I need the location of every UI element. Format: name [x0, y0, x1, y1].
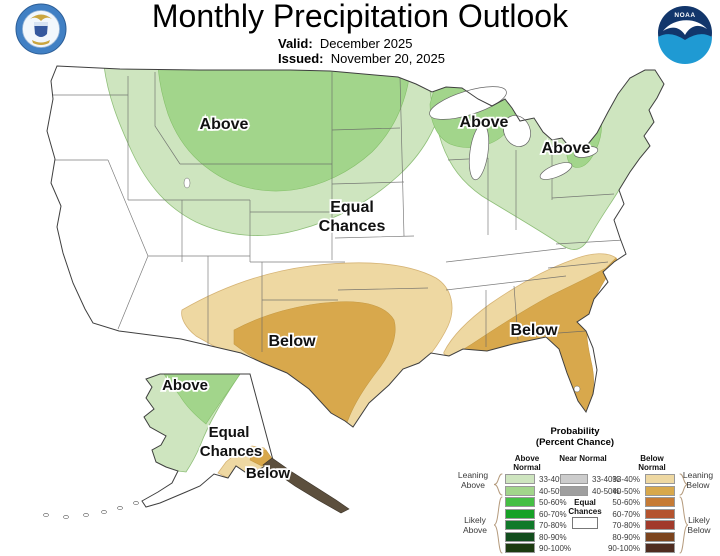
lake-huron [503, 115, 531, 147]
legend-label-above-50-60: 50-60% [539, 498, 567, 507]
legend-swatch-below-50-60 [645, 497, 675, 507]
brace-likely-below [679, 496, 689, 554]
legend-label-below-60-70: 60-70% [612, 509, 640, 519]
alaska-outline [141, 373, 274, 508]
legend-header-near: Near Normal [559, 454, 607, 463]
legend-swatch-below-60-70 [645, 508, 675, 519]
map-region-above-northwest-core [157, 66, 411, 192]
label-equal-chances-line1: Equal [330, 199, 374, 216]
label-above-northwest: Above [200, 116, 249, 133]
legend-label-below-70-80: 70-80% [612, 521, 640, 530]
map-region-alaska-above-core [160, 374, 241, 425]
issued-value: November 20, 2025 [330, 51, 445, 66]
label-below-southeast: Below [510, 322, 558, 339]
valid-line: Valid: December 2025 [278, 36, 445, 51]
legend-label-above-60-70: 60-70% [539, 509, 567, 519]
lake-erie [539, 162, 573, 180]
legend-equal-chances-line2: Chances [568, 507, 602, 516]
legend-label-below-33-40: 33-40% [612, 475, 640, 484]
label-alaska-below: Below [246, 465, 291, 482]
brace-leaning-below [679, 473, 689, 496]
legend-header-above: Above Normal [513, 454, 541, 472]
legend-label-near-40-50: 40-50% [592, 486, 620, 496]
legend-label-above-33-40: 33-40% [539, 475, 567, 484]
brace-likely-above [493, 496, 503, 554]
legend-label-below-50-60: 50-60% [612, 498, 640, 507]
label-above-lakes: Above [460, 114, 509, 131]
legend-header-below: Below Normal [638, 454, 666, 472]
legend-swatch-below-70-80 [645, 520, 675, 530]
legend-group-likely-below: Likely Below [687, 515, 711, 535]
legend-label-below-90-100: 90-100% [607, 544, 640, 553]
legend-swatch-above-50-60 [505, 497, 535, 507]
legend-swatch-below-80-90 [645, 531, 675, 542]
label-alaska-equal-line2: Chances [200, 443, 263, 460]
legend-title-line2: (Percent Chance) [535, 437, 615, 448]
legend-equal-chances-label: Equal Chances [560, 498, 610, 516]
noaa-logo-text: NOAA [674, 12, 695, 19]
label-above-northeast: Above [542, 140, 591, 157]
legend-label-above-80-90: 80-90% [539, 532, 567, 542]
label-alaska-above: Above [162, 377, 208, 394]
us-outline [46, 65, 665, 428]
legend-group-leaning-below: Leaning Below [682, 470, 714, 490]
noaa-logo: NOAA [658, 6, 712, 64]
legend-label-near-33-40: 33-40% [592, 475, 620, 484]
great-lakes [183, 86, 599, 393]
aleutian-islands [43, 501, 139, 519]
label-alaska-equal-line1: Equal [209, 424, 250, 441]
legend-group-leaning-above: Leaning Above [457, 470, 489, 490]
legend-label-below-40-50: 40-50% [612, 486, 640, 496]
legend-swatch-above-33-40 [505, 474, 535, 484]
legend-swatch-above-40-50 [505, 485, 535, 496]
legend-swatch-below-90-100 [645, 543, 675, 553]
legend-title: Probability (Percent Chance) [430, 426, 720, 448]
legend-swatch-near-40-50 [560, 485, 588, 496]
label-below-texas: Below [268, 333, 316, 350]
legend-swatch-above-90-100 [505, 543, 535, 553]
legend-swatch-below-40-50 [645, 485, 675, 496]
lake-michigan [468, 123, 490, 181]
legend-equal-chances-line1: Equal [574, 498, 596, 507]
legend-label-above-70-80: 70-80% [539, 521, 567, 530]
legend-label-above-40-50: 40-50% [539, 486, 567, 496]
brace-leaning-above [493, 473, 503, 496]
legend-swatch-above-70-80 [505, 520, 535, 530]
legend-swatch-below-33-40 [645, 474, 675, 484]
probability-legend: Probability (Percent Chance) Above Norma… [430, 424, 720, 556]
lake-superior [429, 86, 507, 120]
legend-swatch-above-60-70 [505, 508, 535, 519]
legend-swatch-above-80-90 [505, 531, 535, 542]
legend-label-above-90-100: 90-100% [539, 544, 572, 553]
dept-of-commerce-seal [15, 3, 67, 55]
issued-line: Issued: November 20, 2025 [278, 51, 445, 66]
valid-label: Valid: [278, 36, 313, 51]
great-salt-lake [183, 177, 191, 189]
valid-issued-block: Valid: December 2025 Issued: November 20… [278, 36, 445, 66]
legend-group-likely-above: Likely Above [462, 515, 488, 535]
legend-equal-chances-swatch [572, 517, 598, 529]
issued-label: Issued: [278, 51, 324, 66]
label-equal-chances-line2: Chances [319, 218, 386, 235]
legend-label-below-80-90: 80-90% [612, 532, 640, 542]
state-borders [48, 72, 625, 352]
lake-okeechobee [573, 385, 581, 393]
legend-title-line1: Probability [550, 426, 600, 437]
legend-swatch-near-33-40 [560, 474, 588, 484]
valid-value: December 2025 [319, 36, 413, 51]
alaska-panhandle [262, 457, 350, 514]
page-title: Monthly Precipitation Outlook [151, 0, 569, 34]
